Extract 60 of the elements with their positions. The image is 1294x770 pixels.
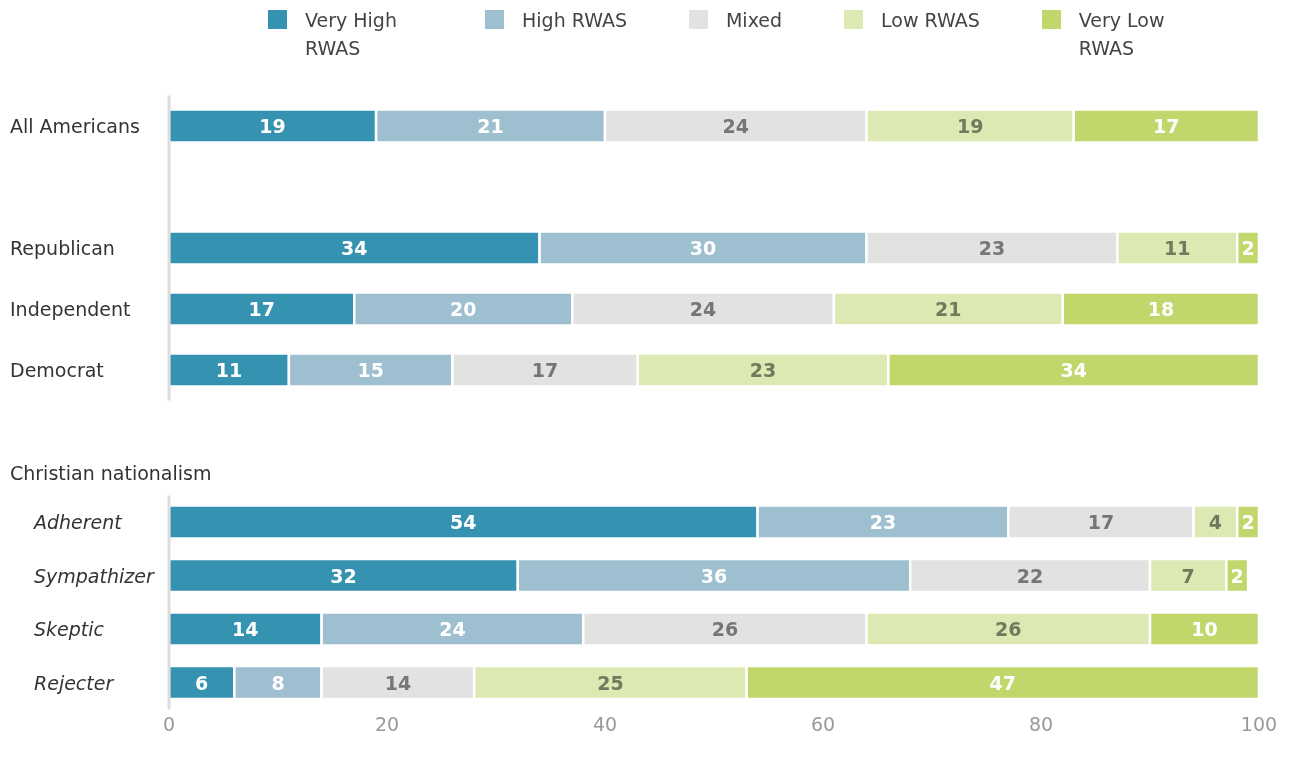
data-label: 19 [956, 115, 984, 137]
data-label: 21 [935, 298, 962, 320]
x-tick-label: 100 [1240, 712, 1278, 735]
data-label: 24 [439, 618, 466, 640]
data-label: 8 [271, 671, 285, 694]
data-label: 34 [341, 237, 368, 259]
data-label: 17 [248, 298, 275, 320]
data-label: 26 [711, 618, 739, 640]
data-label: 22 [1016, 564, 1044, 587]
data-label: 25 [597, 671, 624, 694]
chart-title: Christian nationalism [10, 461, 212, 486]
data-label: 47 [989, 671, 1017, 694]
data-label: 17 [531, 359, 559, 381]
data-label: 2 [1230, 564, 1244, 587]
y-tick-label: Independent [10, 298, 131, 320]
data-label: 14 [232, 618, 259, 640]
data-label: 17 [1087, 511, 1115, 533]
y-tick-label: Democrat [10, 359, 104, 381]
data-label: 14 [384, 671, 412, 694]
data-label: 24 [722, 115, 750, 137]
y-tick-label: All Americans [10, 115, 140, 137]
data-label: 36 [700, 564, 728, 587]
legend-label: High RWAS [522, 8, 627, 33]
x-tick-label: 0 [162, 712, 176, 735]
data-label: 26 [995, 618, 1022, 640]
y-tick-label: Skeptic [34, 618, 105, 641]
data-label: 11 [215, 359, 243, 381]
data-label: 30 [689, 237, 717, 259]
data-label: 23 [869, 511, 897, 533]
data-label: 23 [978, 237, 1006, 259]
y-tick-label: Sympathizer [34, 564, 155, 587]
data-label: 19 [259, 115, 286, 137]
data-label: 10 [1191, 618, 1218, 640]
x-tick-label: 60 [810, 712, 836, 735]
data-label: 4 [1208, 511, 1223, 533]
x-tick-label: 20 [374, 712, 400, 735]
data-label: 6 [195, 671, 209, 694]
x-tick-label: 40 [592, 712, 618, 735]
data-label: 2 [1241, 237, 1255, 259]
data-label: 21 [477, 115, 504, 137]
data-label: 11 [1164, 237, 1191, 259]
data-label: 24 [689, 298, 717, 320]
data-label: 15 [357, 359, 384, 381]
data-label: 54 [450, 511, 477, 533]
data-label: 17 [1153, 115, 1180, 137]
data-label: 32 [330, 564, 357, 587]
data-label: 18 [1147, 298, 1175, 320]
data-label: 2 [1241, 511, 1255, 533]
data-label: 34 [1060, 359, 1087, 381]
data-label: 7 [1181, 564, 1195, 587]
legend-label: Very High RWAS [305, 8, 398, 61]
x-tick-label: 80 [1028, 712, 1054, 735]
y-tick-label: Adherent [32, 511, 124, 534]
legend-label: Mixed [725, 8, 783, 33]
legend-label: Low RWAS [881, 8, 980, 33]
y-tick-label: Republican [10, 237, 115, 259]
data-label: 23 [749, 359, 777, 381]
y-tick-label: Rejecter [34, 671, 115, 694]
data-label: 20 [450, 298, 477, 320]
legend-label: Very Low RWAS [1078, 8, 1166, 61]
